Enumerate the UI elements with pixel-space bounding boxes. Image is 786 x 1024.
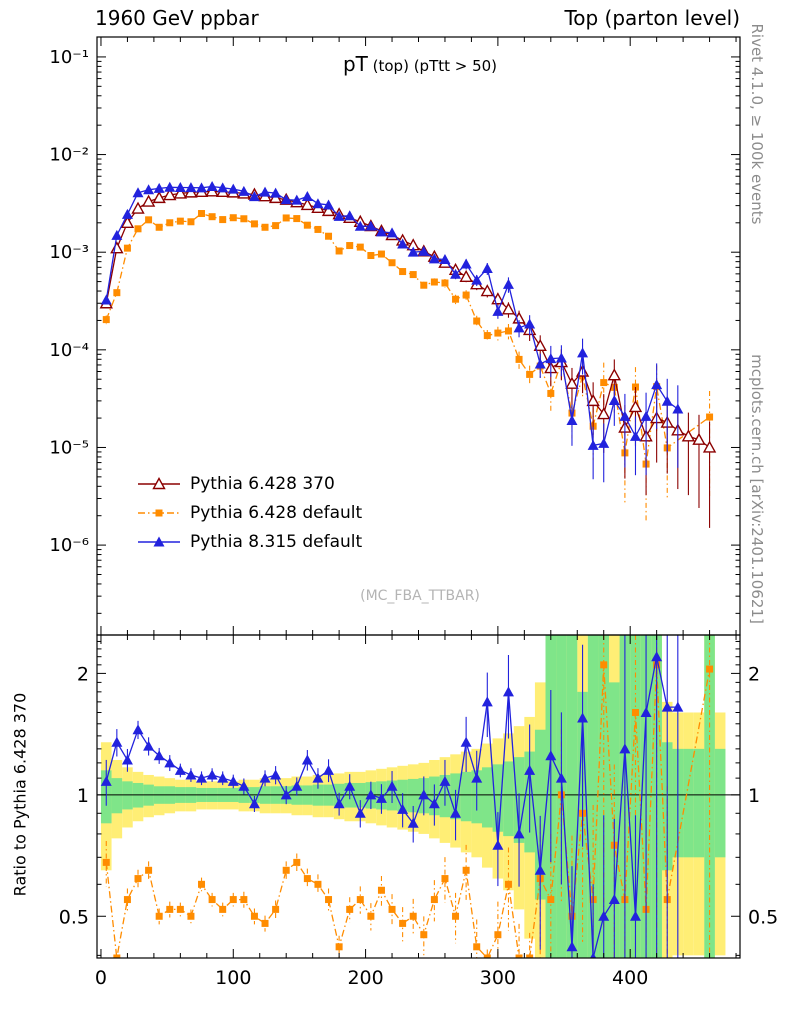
svg-text:0.5: 0.5 [59,906,89,928]
header-process: Top (parton level) [564,6,740,30]
svg-text:10⁻³: 10⁻³ [49,242,89,263]
svg-text:10⁻⁶: 10⁻⁶ [49,535,89,556]
svg-text:10⁻⁴: 10⁻⁴ [49,340,89,361]
legend-label: Pythia 6.428 default [190,502,363,523]
svg-text:0: 0 [95,967,107,989]
plot-title-main: pT [342,52,368,76]
analysis-watermark: (MC_FBA_TTBAR) [360,588,480,604]
header-beam-energy: 1960 GeV ppbar [95,6,259,30]
svg-text:200: 200 [347,967,383,989]
svg-text:0.5: 0.5 [748,906,778,928]
legend-marker-pythia6-370-icon [138,476,180,489]
legend-item: Pythia 6.428 default [136,498,362,527]
svg-text:2: 2 [748,663,760,685]
legend-item: Pythia 8.315 default [136,527,362,556]
legend-item: Pythia 6.428 370 [136,469,362,498]
svg-text:10⁻¹: 10⁻¹ [49,47,89,68]
svg-text:2: 2 [77,663,89,685]
svg-text:100: 100 [215,967,251,989]
series-pythia8-default-ratio [100,635,684,958]
ratio-axis-label: Ratio to Pythia 6.428 370 [10,692,30,897]
axis-ticks [97,37,740,958]
rivet-version-label: Rivet 4.1.0, ≥ 100k events [748,23,766,225]
svg-text:1: 1 [748,785,760,807]
series-pythia8-default-top [100,181,684,483]
legend: Pythia 6.428 370 Pythia 6.428 default Py… [136,469,362,556]
svg-text:1: 1 [77,785,89,807]
ratio-uncertainty-bands [100,635,726,958]
svg-text:400: 400 [612,967,648,989]
axis-tick-labels: 0 100 200 300 400 10⁻¹ 10⁻² 10⁻³ 10⁻⁴ 10⁻⁵ 10⁻⁶ 0.5… [49,47,778,989]
mcplots-reference-label: mcplots.cern.ch [arXiv:2401.10621] [748,354,766,624]
svg-text:300: 300 [480,967,516,989]
plot-title-cut: (top) (pTtt > 50) [367,57,498,75]
legend-marker-pythia8-default-icon [138,536,180,546]
legend-label: Pythia 6.428 370 [190,473,335,494]
legend-marker-pythia6-default-icon [138,509,180,516]
svg-text:10⁻⁵: 10⁻⁵ [49,437,89,458]
plot-title: pT (top) (pTtt > 50) [230,52,610,76]
legend-label: Pythia 8.315 default [190,531,363,552]
svg-text:10⁻²: 10⁻² [49,145,89,166]
